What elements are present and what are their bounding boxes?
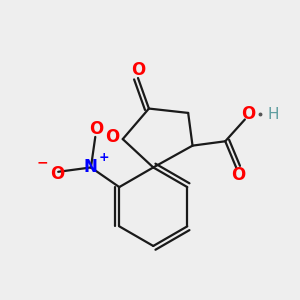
Text: +: +	[99, 151, 109, 164]
Text: H: H	[268, 106, 279, 122]
Text: O: O	[231, 166, 245, 184]
Text: N: N	[84, 158, 98, 176]
Text: O: O	[89, 120, 103, 138]
Text: −: −	[36, 155, 48, 169]
Text: O: O	[241, 105, 255, 123]
Text: O: O	[50, 165, 64, 183]
Text: O: O	[105, 128, 119, 146]
Text: O: O	[131, 61, 145, 80]
